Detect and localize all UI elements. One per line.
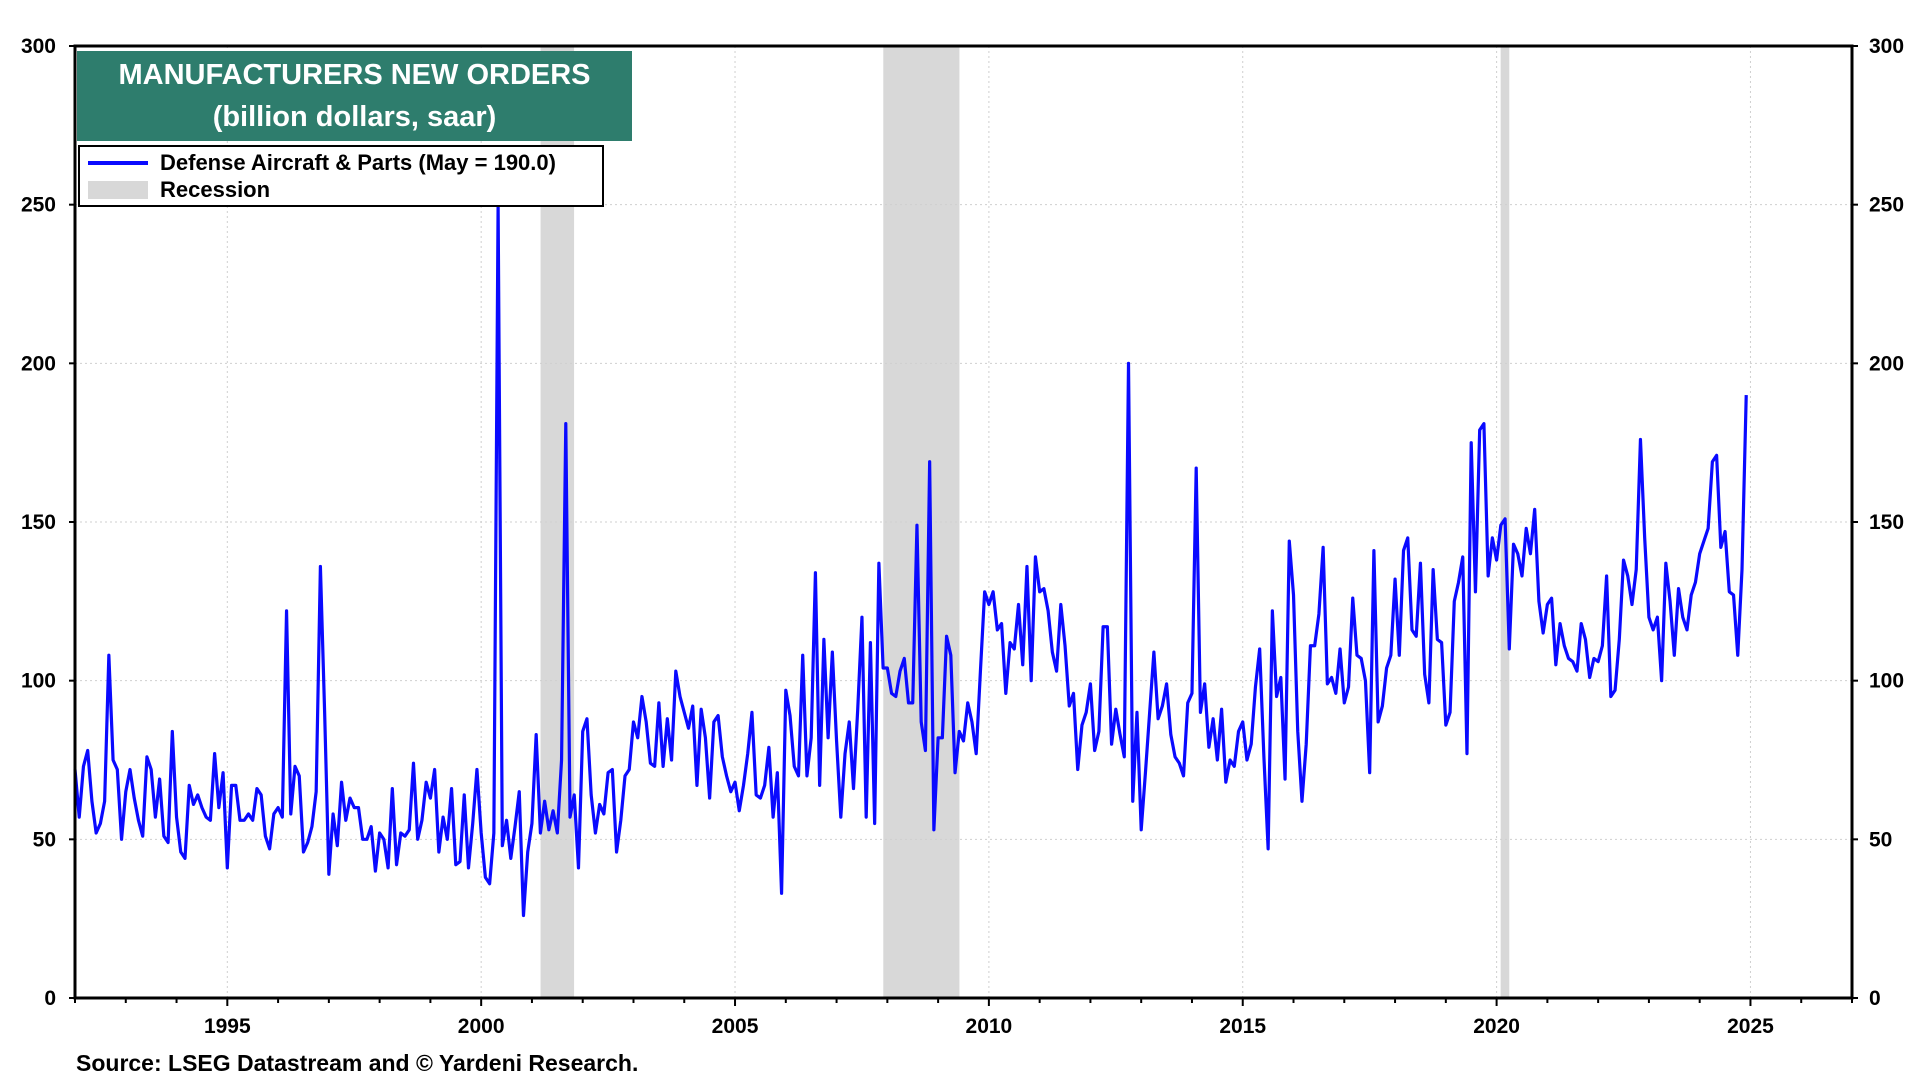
x-tick-label-2025: 2025 xyxy=(1727,1015,1774,1038)
x-tick-label-2015: 2015 xyxy=(1219,1015,1266,1038)
chart-title: MANUFACTURERS NEW ORDERS xyxy=(118,59,591,91)
x-tick-label-2010: 2010 xyxy=(966,1015,1013,1038)
y-tick-label-left-200: 200 xyxy=(21,352,56,375)
legend: Defense Aircraft & Parts (May = 190.0) R… xyxy=(78,145,604,207)
y-tick-label-left-100: 100 xyxy=(21,670,56,693)
y-tick-label-right-150: 150 xyxy=(1869,511,1904,534)
chart-subtitle: (billion dollars, saar) xyxy=(212,101,497,133)
title-box: MANUFACTURERS NEW ORDERS (billion dollar… xyxy=(77,51,632,141)
legend-label-recession: Recession xyxy=(160,177,271,202)
y-tick-label-left-250: 250 xyxy=(21,194,56,217)
legend-item-recession: Recession xyxy=(88,177,270,203)
x-tick-label-1995: 1995 xyxy=(204,1015,251,1038)
y-tick-label-left-300: 300 xyxy=(21,35,56,58)
y-tick-label-right-50: 50 xyxy=(1869,828,1892,851)
y-tick-label-right-100: 100 xyxy=(1869,670,1904,693)
y-tick-label-right-300: 300 xyxy=(1869,35,1904,58)
y-tick-label-right-200: 200 xyxy=(1869,352,1904,375)
legend-label-series: Defense Aircraft & Parts (May = 190.0) xyxy=(160,150,556,175)
legend-item-series: Defense Aircraft & Parts (May = 190.0) xyxy=(88,150,556,176)
series-line-defense-aircraft xyxy=(73,203,1748,918)
y-tick-label-left-150: 150 xyxy=(21,511,56,534)
y-tick-label-left-50: 50 xyxy=(33,828,56,851)
axis-layer: 0 0 50 50 100 100 150 150 200 200 250 250 300 300 1995… xyxy=(21,35,1904,1038)
series-layer xyxy=(73,203,1748,918)
y-tick-label-left-0: 0 xyxy=(44,987,56,1010)
y-tick-label-right-0: 0 xyxy=(1869,987,1881,1010)
x-tick-label-2005: 2005 xyxy=(712,1015,759,1038)
x-tick-label-2000: 2000 xyxy=(458,1015,505,1038)
x-tick-label-2020: 2020 xyxy=(1473,1015,1520,1038)
y-tick-label-right-250: 250 xyxy=(1869,194,1904,217)
legend-swatch-recession xyxy=(88,181,148,199)
source-note: Source: LSEG Datastream and © Yardeni Re… xyxy=(76,1050,639,1076)
legend-swatch-series xyxy=(88,161,148,165)
